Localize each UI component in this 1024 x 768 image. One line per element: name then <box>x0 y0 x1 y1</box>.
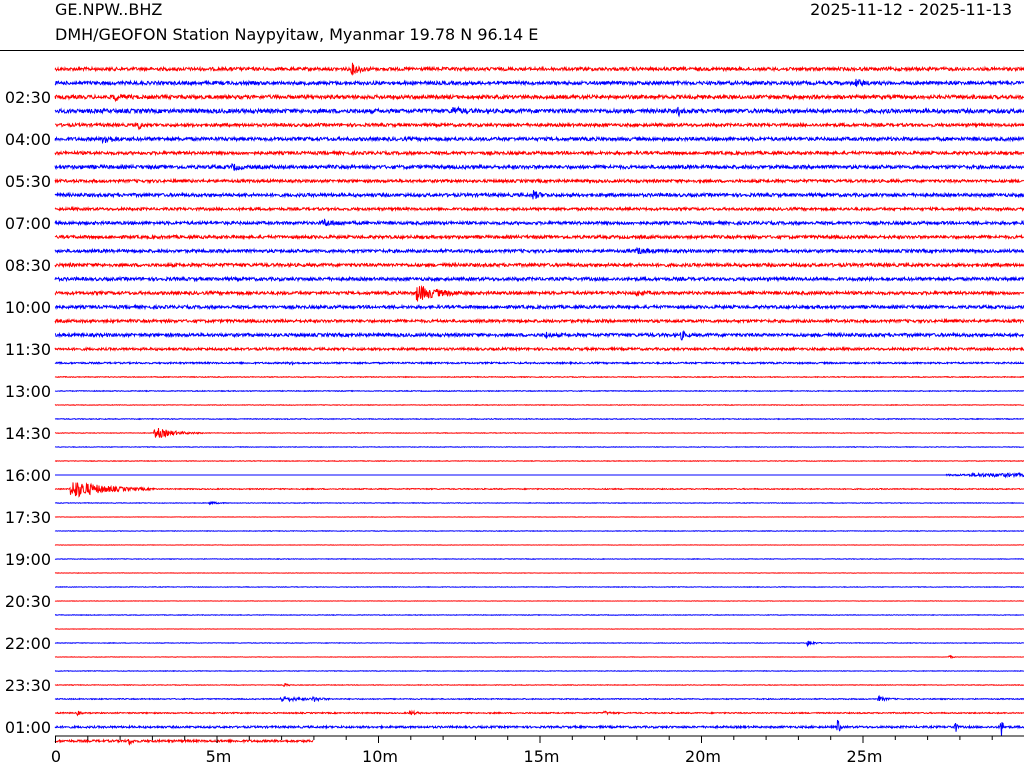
x-tick-label: 5m <box>206 747 232 766</box>
trace-21 <box>54 360 1024 366</box>
trace-26 <box>54 428 1024 439</box>
trace-31 <box>54 500 1024 506</box>
x-tick-label: 10m <box>362 747 398 766</box>
trace-28 <box>54 459 1024 463</box>
trace-41 <box>54 640 1024 648</box>
time-label: 19:00 <box>5 550 51 569</box>
x-tick-label: 15m <box>524 747 560 766</box>
trace-10 <box>54 205 1024 213</box>
time-label: 10:00 <box>5 298 51 317</box>
trace-19 <box>54 329 1024 341</box>
x-axis: 0 5m 10m 15m 20m 25m <box>51 735 1024 766</box>
time-label: 20:30 <box>5 592 51 611</box>
trace-47 <box>54 719 1024 737</box>
trace-42 <box>54 654 1024 660</box>
time-label: 04:00 <box>5 130 51 149</box>
trace-30 <box>54 482 1024 498</box>
time-label: 16:00 <box>5 466 51 485</box>
trace-14 <box>54 261 1024 269</box>
trace-23 <box>54 389 1024 393</box>
trace-6 <box>54 149 1024 157</box>
time-label: 01:00 <box>5 718 51 737</box>
trace-0 <box>54 62 1024 77</box>
trace-3 <box>54 105 1024 118</box>
time-label: 22:00 <box>5 634 51 653</box>
date-range: 2025-11-12 - 2025-11-13 <box>810 0 1012 19</box>
trace-15 <box>54 275 1024 283</box>
trace-48 <box>54 738 314 746</box>
time-label: 23:30 <box>5 676 51 695</box>
trace-12 <box>54 233 1024 241</box>
time-axis-labels: 02:30 04:00 05:30 07:00 08:30 10:00 11:30 13:00… <box>5 88 51 737</box>
time-label: 05:30 <box>5 172 51 191</box>
trace-39 <box>54 613 1024 617</box>
trace-8 <box>54 177 1024 185</box>
trace-45 <box>54 694 1024 703</box>
time-label: 02:30 <box>5 88 51 107</box>
trace-29 <box>55 471 1024 479</box>
seismogram-traces <box>54 62 1024 746</box>
trace-35 <box>54 557 1024 561</box>
trace-20 <box>54 345 1024 353</box>
trace-9 <box>54 190 1024 200</box>
trace-46 <box>54 709 1024 717</box>
trace-1 <box>54 78 1024 88</box>
trace-4 <box>54 121 1024 131</box>
trace-5 <box>54 135 1024 145</box>
trace-11 <box>54 218 1024 227</box>
trace-27 <box>54 445 1024 449</box>
trace-7 <box>54 163 1024 172</box>
trace-16 <box>54 284 1024 302</box>
x-tick-label: 20m <box>685 747 721 766</box>
trace-17 <box>54 303 1024 311</box>
time-label: 07:00 <box>5 214 51 233</box>
time-label: 08:30 <box>5 256 51 275</box>
trace-44 <box>54 682 1024 687</box>
trace-25 <box>54 417 1024 421</box>
trace-2 <box>54 93 1024 103</box>
station-code: GE.NPW..BHZ <box>55 0 163 19</box>
header-divider <box>0 50 1024 51</box>
trace-18 <box>54 317 1024 325</box>
trace-43 <box>54 669 1024 673</box>
trace-33 <box>54 529 1024 533</box>
station-description: DMH/GEOFON Station Naypyitaw, Myanmar 19… <box>55 25 539 44</box>
trace-37 <box>54 585 1024 589</box>
time-label: 11:30 <box>5 340 51 359</box>
trace-13 <box>54 246 1024 255</box>
x-tick-label: 25m <box>847 747 883 766</box>
trace-24 <box>54 403 1024 407</box>
time-label: 17:30 <box>5 508 51 527</box>
trace-22 <box>54 375 1024 379</box>
x-tick-label: 0 <box>51 747 61 766</box>
time-label: 13:00 <box>5 382 51 401</box>
time-label: 14:30 <box>5 424 51 443</box>
